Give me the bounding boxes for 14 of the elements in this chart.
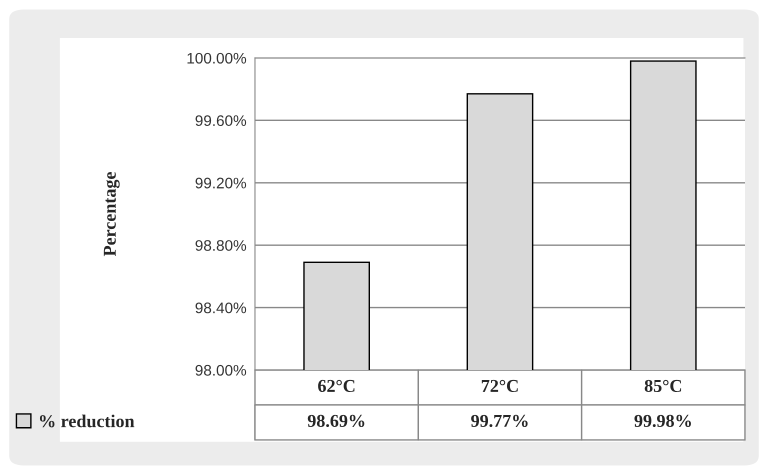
x-tick-label: 72°C [482,380,518,392]
data-label: 99.98% [634,414,691,428]
legend-label: % reduction [40,414,134,428]
data-label: 99.77% [471,414,528,428]
y-tick-label: 99.20% [196,178,246,188]
y-tick-label: 98.00% [196,364,246,376]
x-tick-label: 62°C [318,380,354,392]
y-tick-label: 100.00% [188,52,246,64]
y-tick-label: 99.60% [196,115,246,126]
data-label: 98.69% [308,414,364,428]
y-axis-title: Percentage [104,172,120,256]
y-tick-label: 98.40% [196,302,246,314]
y-tick-label: 98.80% [196,240,246,251]
x-tick-label: 85°C [644,380,682,392]
